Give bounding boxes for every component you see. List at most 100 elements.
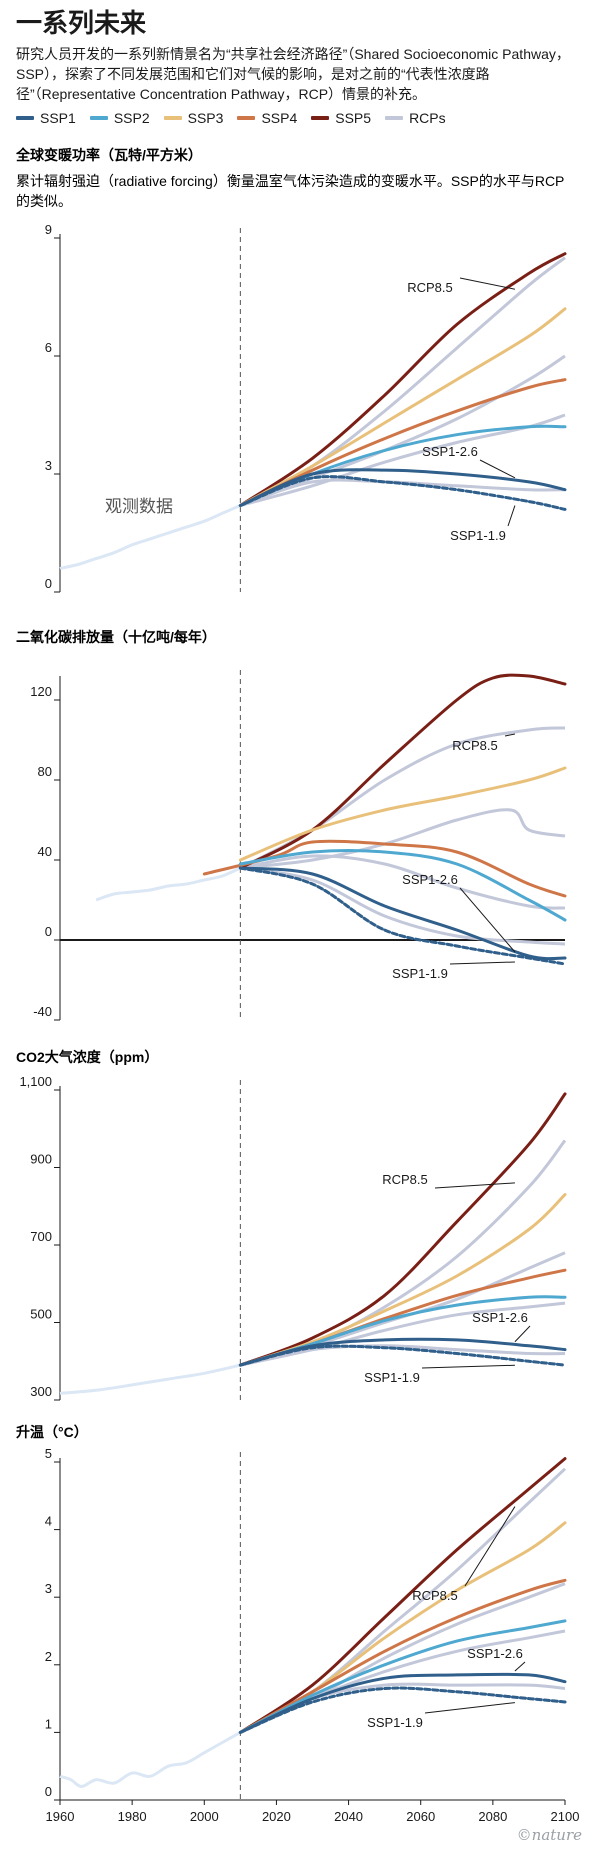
panel-title: 全球变暖功率（瓦特/平方米） bbox=[15, 147, 202, 163]
legend-item-ssp4: SSP4 bbox=[237, 110, 297, 126]
rcp85-label: RCP8.5 bbox=[407, 280, 453, 295]
credit-logo: ©nature bbox=[516, 1826, 582, 1844]
annotation-arrow bbox=[514, 1661, 526, 1672]
legend-item-ssp5: SSP5 bbox=[311, 110, 371, 126]
y-tick-label: 6 bbox=[45, 340, 52, 355]
y-tick-label: 3 bbox=[45, 1581, 52, 1596]
series-line-ssp2 bbox=[238, 1619, 567, 1734]
legend-label: SSP3 bbox=[187, 110, 224, 126]
ssp1-19-line bbox=[238, 1686, 567, 1734]
annotation-arrow bbox=[464, 1506, 516, 1587]
y-tick-label: 4 bbox=[45, 1514, 52, 1529]
legend-swatch bbox=[237, 116, 256, 120]
annotation-arrow bbox=[421, 1364, 515, 1369]
ssp1-19-line bbox=[238, 866, 567, 966]
x-tick-label: 2100 bbox=[551, 1809, 580, 1824]
annotation-arrow bbox=[514, 1325, 531, 1343]
ssp1-26-label: SSP1-2.6 bbox=[402, 872, 458, 887]
series-line-ssp5 bbox=[238, 1457, 567, 1734]
y-tick-label: 2 bbox=[45, 1649, 52, 1664]
x-tick-label: 2080 bbox=[478, 1809, 507, 1824]
y-tick-label: 1 bbox=[45, 1716, 52, 1731]
legend-swatch bbox=[163, 116, 182, 120]
observed-label: 观测数据 bbox=[105, 497, 173, 516]
rcp-line bbox=[240, 854, 566, 910]
ssp1-26-label: SSP1-2.6 bbox=[467, 1646, 523, 1661]
annotation-arrow bbox=[459, 277, 516, 290]
y-tick-label: -40 bbox=[33, 1004, 52, 1019]
legend-swatch bbox=[311, 116, 330, 120]
y-tick-label: 80 bbox=[38, 764, 52, 779]
annotation-arrow bbox=[434, 1182, 515, 1189]
ssp1-19-label: SSP1-1.9 bbox=[367, 1715, 423, 1730]
legend: SSP1 SSP2 SSP3 SSP4 SSP5 RCPs bbox=[16, 110, 586, 126]
ssp1-19-label: SSP1-1.9 bbox=[450, 528, 506, 543]
annotation-arrow bbox=[479, 459, 516, 479]
ssp1-26-label: SSP1-2.6 bbox=[422, 444, 478, 459]
series-line-ssp3 bbox=[238, 307, 567, 507]
legend-label: SSP4 bbox=[261, 110, 298, 126]
y-tick-label: 1,100 bbox=[19, 1074, 52, 1089]
panel-title: 二氧化碳排放量（十亿吨/每年） bbox=[16, 629, 216, 645]
rcp-line bbox=[240, 1344, 566, 1367]
intro-text: 研究人员开发的一系列新情景名为“共享社会经济路径”（Shared Socioec… bbox=[16, 46, 570, 102]
rcp-line bbox=[239, 478, 566, 507]
x-tick-label: 1960 bbox=[46, 1809, 75, 1824]
legend-item-ssp2: SSP2 bbox=[89, 110, 150, 126]
annotation-arrow bbox=[449, 961, 515, 965]
y-tick-label: 5 bbox=[45, 1446, 52, 1461]
legend-swatch bbox=[385, 116, 404, 120]
y-tick-label: 40 bbox=[38, 844, 52, 859]
legend-label: SSP5 bbox=[335, 110, 372, 126]
panel-title: CO2大气浓度（ppm） bbox=[16, 1049, 158, 1065]
rcp-line bbox=[240, 866, 566, 946]
annotation-arrow bbox=[507, 505, 516, 527]
panel-subtitle: 累计辐射强迫（radiative forcing）衡量温室气体污染造成的变暖水平… bbox=[16, 173, 564, 209]
x-tick-label: 2060 bbox=[406, 1809, 435, 1824]
observed-line bbox=[59, 1363, 241, 1395]
y-tick-label: 0 bbox=[45, 924, 52, 939]
ssp1-19-label: SSP1-1.9 bbox=[364, 1370, 420, 1385]
ssp1-19-label: SSP1-1.9 bbox=[392, 966, 448, 981]
x-tick-label: 2040 bbox=[334, 1809, 363, 1824]
header: 一系列未来 研究人员开发的一系列新情景名为“共享社会经济路径”（Shared S… bbox=[16, 6, 586, 126]
y-tick-label: 500 bbox=[30, 1307, 52, 1322]
annotation-arrow bbox=[459, 887, 516, 953]
ssp1-26-label: SSP1-2.6 bbox=[472, 1310, 528, 1325]
legend-label: SSP1 bbox=[40, 110, 76, 126]
observed-line bbox=[59, 504, 241, 570]
x-tick-label: 2020 bbox=[262, 1809, 291, 1824]
rcp85-label: RCP8.5 bbox=[382, 1172, 428, 1187]
legend-label: SSP2 bbox=[113, 110, 150, 126]
y-tick-label: 900 bbox=[30, 1152, 52, 1167]
ssp1-19-line bbox=[238, 1344, 567, 1367]
y-tick-label: 300 bbox=[30, 1384, 52, 1399]
y-tick-label: 0 bbox=[45, 576, 52, 591]
legend-item-rcps: RCPs bbox=[385, 110, 446, 126]
series-line-ssp5 bbox=[238, 1092, 567, 1367]
series-line-ssp1 bbox=[238, 866, 567, 961]
page-title: 一系列未来 bbox=[16, 8, 147, 38]
rcp85-label: RCP8.5 bbox=[452, 738, 498, 753]
series-line-ssp3 bbox=[238, 766, 567, 862]
rcp-line bbox=[239, 256, 566, 507]
annotation-arrow bbox=[424, 1702, 515, 1714]
series-line-ssp4 bbox=[238, 378, 567, 507]
series-line-ssp1 bbox=[238, 468, 567, 507]
observed-line bbox=[95, 866, 242, 902]
observed-line bbox=[59, 1731, 242, 1789]
panel-title: 升温（°C） bbox=[16, 1424, 88, 1440]
legend-swatch bbox=[89, 116, 108, 120]
series-line-ssp1 bbox=[238, 1672, 567, 1734]
series-line-ssp1 bbox=[238, 1337, 567, 1367]
legend-item-ssp3: SSP3 bbox=[163, 110, 224, 126]
y-tick-label: 120 bbox=[30, 684, 52, 699]
y-tick-label: 9 bbox=[45, 222, 52, 237]
legend-swatch bbox=[16, 116, 34, 120]
y-tick-label: 3 bbox=[45, 458, 52, 473]
series-line-ssp4 bbox=[238, 1578, 567, 1734]
series-line-ssp2 bbox=[238, 849, 567, 922]
y-tick-label: 700 bbox=[30, 1229, 52, 1244]
y-tick-label: 0 bbox=[45, 1784, 52, 1799]
